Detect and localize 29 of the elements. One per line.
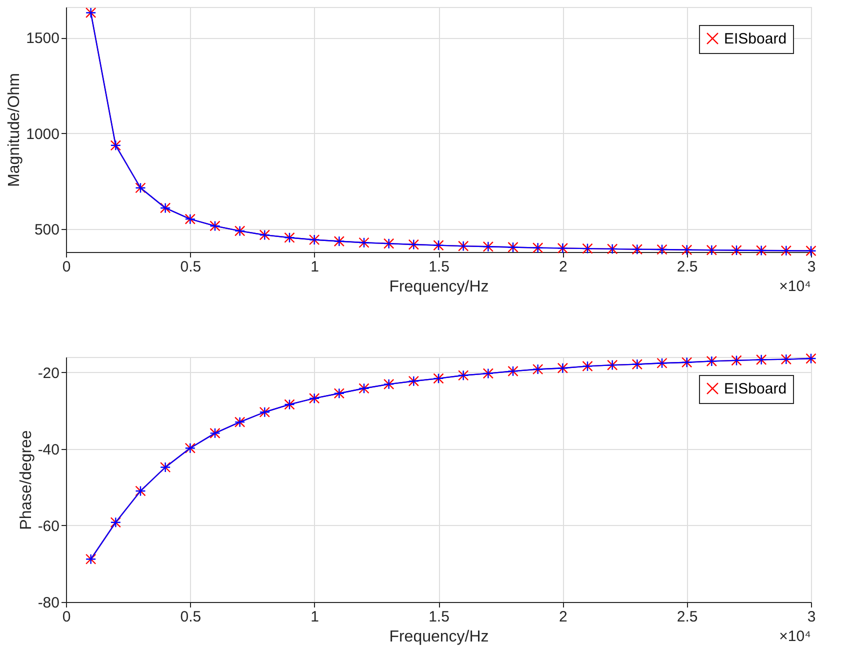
legend-label: EISboard — [724, 30, 787, 48]
y-axis-title: Magnitude/Ohm — [6, 73, 24, 187]
x-tick-label: 2 — [558, 608, 568, 626]
y-tick-label: 1500 — [26, 30, 60, 48]
x-tick-label: 1 — [310, 258, 320, 276]
x-axis-title: Frequency/Hz — [389, 628, 489, 646]
x-tick-label: 0.5 — [180, 258, 202, 276]
x-tick-label: 2.5 — [676, 258, 698, 276]
y-tick-label: 500 — [34, 222, 60, 239]
x-tick-label: 3 — [807, 258, 816, 276]
y-axis-title: Phase/degree — [18, 430, 35, 530]
x-tick-label: 0 — [62, 258, 71, 276]
legend-label: EISboard — [724, 380, 787, 398]
text: ×10⁴ — [779, 278, 811, 295]
y-tick-label: -80 — [38, 594, 60, 612]
x-tick-label: 1.5 — [428, 608, 450, 626]
x-axis-title: Frequency/Hz — [389, 278, 489, 296]
x-tick-label: 1 — [310, 608, 320, 626]
y-tick-label: -40 — [38, 441, 60, 458]
text: ×10⁴ — [779, 628, 811, 645]
y-tick-label: -60 — [38, 518, 60, 535]
x-tick-label: 3 — [807, 608, 816, 626]
x-tick-label: 0.5 — [180, 608, 202, 626]
y-tick-label: -20 — [38, 364, 60, 382]
y-tick-label: 1000 — [26, 126, 60, 143]
x-tick-label: 2.5 — [676, 608, 698, 626]
x-tick-label: 0 — [62, 608, 71, 626]
x-tick-label: 1.5 — [428, 258, 450, 276]
x-tick-label: 2 — [558, 258, 568, 276]
